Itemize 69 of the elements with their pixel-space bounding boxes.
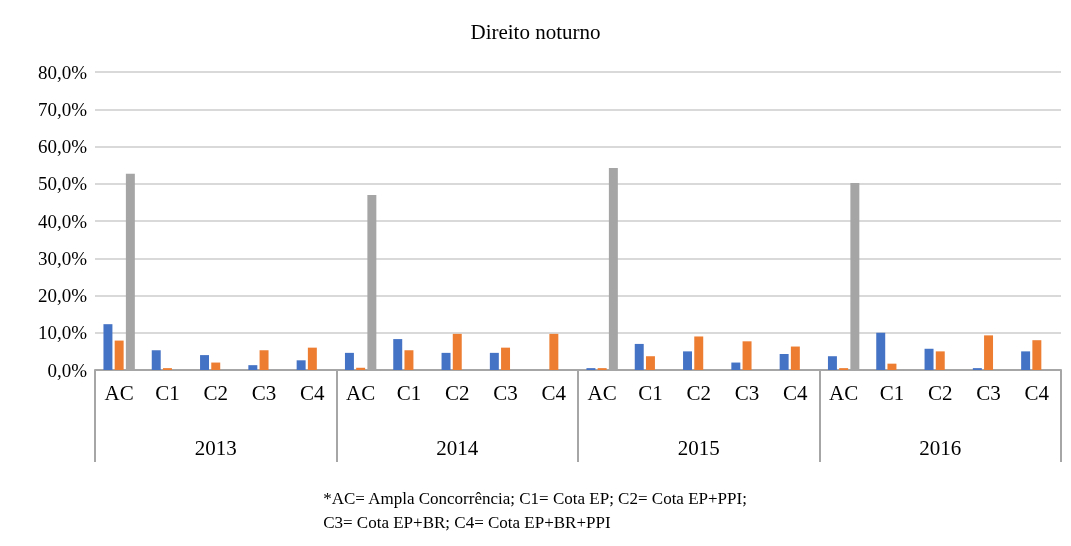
x-tick-label: C1: [396, 380, 422, 405]
x-tick-label: C3: [493, 380, 518, 405]
bar: [211, 362, 221, 370]
bar: [779, 353, 789, 370]
text: 2016: [919, 435, 962, 460]
bar: [984, 335, 994, 370]
bar: [634, 343, 644, 370]
y-tick-label: 60,0%: [37, 136, 88, 157]
x-tick-label: C3: [734, 380, 760, 405]
bar: [441, 352, 451, 370]
bar: [200, 355, 210, 370]
x-tick-label: C3: [976, 380, 1001, 405]
bar: [501, 347, 511, 370]
x-tick-label: C4: [783, 380, 809, 405]
x-tick-label: C2: [927, 380, 953, 405]
x-tick-label: C2: [444, 380, 470, 405]
bar: [1021, 351, 1031, 370]
bar: [356, 367, 366, 370]
bar: [827, 356, 837, 370]
bar: [876, 332, 886, 370]
x-tick-label: C2: [203, 380, 229, 405]
y-tick-label: 70,0%: [37, 98, 88, 120]
bar: [683, 351, 693, 370]
y-tick-label: 20,0%: [37, 285, 88, 306]
chart-title: Direito noturno: [470, 19, 601, 44]
y-tick-label: 10,0%: [37, 322, 88, 344]
x-tick-label: C1: [879, 380, 905, 405]
bar: [259, 350, 269, 370]
bar: [645, 356, 655, 370]
bar: [790, 346, 800, 370]
x-tick-label: C4: [1024, 380, 1050, 405]
bar: [248, 365, 258, 370]
x-tick-label: AC: [829, 380, 859, 405]
x-tick-label: AC: [346, 380, 376, 405]
bar: [694, 336, 704, 370]
x-tick-label: C1: [638, 380, 663, 405]
text: *AC= Ampla Concorrência; C1= Cota EP; C2= Cota EP+PPI; C3= Cota EP+BR; C4= Cota EP+BR+PPI: [323, 488, 747, 532]
bar: [103, 324, 113, 370]
bar: [393, 339, 403, 370]
bar: [742, 341, 752, 370]
y-tick-label: 30,0%: [37, 247, 88, 269]
text: 2013: [194, 435, 237, 460]
bar: [1032, 340, 1042, 370]
y-tick-label: 0,0%: [47, 359, 88, 381]
bar: [404, 350, 414, 370]
x-tick-label: AC: [587, 380, 617, 405]
bar: [731, 362, 741, 370]
bar: [114, 340, 124, 370]
x-tick-label: AC: [104, 380, 134, 405]
bar: [296, 360, 306, 370]
bar: [489, 352, 499, 370]
text: 2014: [436, 435, 479, 460]
bar: [151, 350, 161, 370]
x-tick-label: C3: [251, 380, 277, 405]
y-tick-label: 50,0%: [37, 173, 88, 195]
bar: [887, 363, 897, 370]
x-tick-label: C1: [155, 380, 180, 405]
y-tick-label: 80,0%: [37, 61, 88, 83]
bar: [935, 351, 945, 370]
bar: [452, 333, 462, 370]
bar: [344, 352, 354, 370]
x-tick-label: C4: [300, 380, 326, 405]
x-tick-label: C2: [686, 380, 712, 405]
text: 2015: [677, 435, 720, 460]
y-tick-label: 40,0%: [37, 210, 88, 232]
bar: [307, 347, 317, 370]
x-tick-label: C4: [541, 380, 567, 405]
bar: [924, 348, 934, 370]
bar: [549, 333, 559, 370]
